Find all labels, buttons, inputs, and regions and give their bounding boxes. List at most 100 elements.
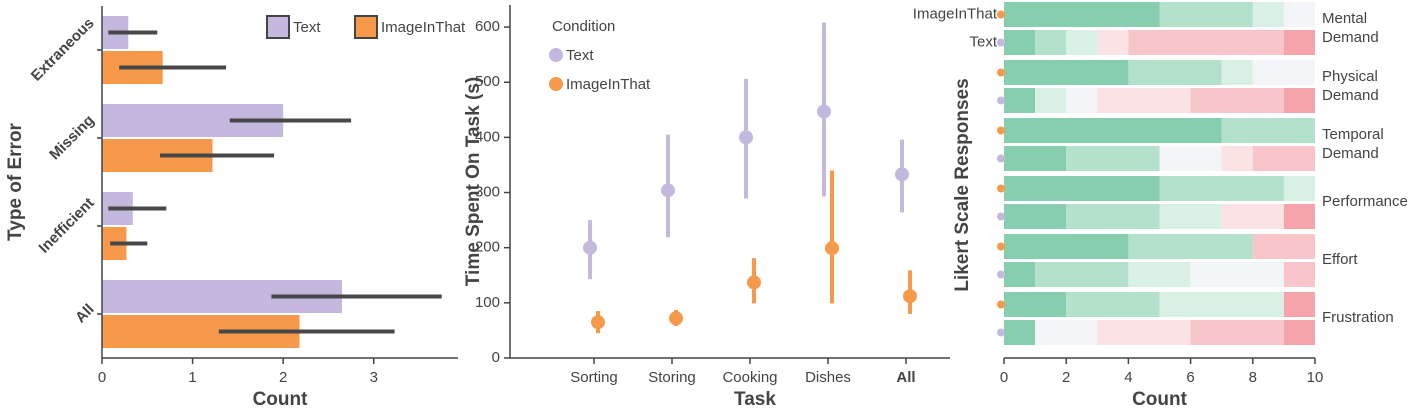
- group-label-box: Mental Demand: [1322, 9, 1379, 47]
- segment: [1128, 262, 1191, 287]
- segment: [1283, 2, 1315, 27]
- segment: [1004, 234, 1129, 259]
- x-tick-label: 0: [98, 369, 106, 386]
- legend-label: Text: [293, 19, 321, 36]
- legend-label: ImageInThat: [566, 76, 651, 93]
- segment: [1283, 292, 1315, 317]
- x-tick-label: 8: [1249, 369, 1257, 386]
- group-label: Frustration: [1322, 309, 1394, 327]
- y-tick-label: Extraneous: [28, 15, 98, 85]
- group-label: Physical Demand: [1322, 67, 1379, 105]
- segment: [1159, 176, 1284, 201]
- segment: [1283, 88, 1315, 113]
- point: [669, 311, 683, 326]
- y-tick-label: 300: [475, 184, 500, 201]
- row-marker: [997, 212, 1005, 221]
- segment: [1221, 204, 1284, 229]
- segment: [1283, 320, 1315, 345]
- row-label: Text: [969, 33, 997, 50]
- segment: [1004, 60, 1129, 85]
- point: [583, 240, 597, 255]
- legend-title: Condition: [552, 18, 615, 35]
- y-tick-label: 600: [475, 18, 500, 35]
- segment: [1097, 320, 1191, 345]
- segment: [1066, 292, 1160, 317]
- segment: [1004, 292, 1067, 317]
- segment: [1221, 146, 1253, 171]
- group-label: Temporal Demand: [1322, 125, 1384, 163]
- row-marker: [997, 154, 1005, 163]
- segment: [1221, 118, 1315, 143]
- segment: [1190, 262, 1284, 287]
- x-tick-label: 2: [279, 369, 287, 386]
- segment: [1128, 234, 1253, 259]
- segment: [1159, 292, 1284, 317]
- segment: [1159, 146, 1222, 171]
- group-label: Effort: [1322, 251, 1358, 269]
- segment: [1066, 88, 1098, 113]
- segment: [1004, 320, 1036, 345]
- segment: [1066, 204, 1160, 229]
- row-marker: [997, 126, 1005, 135]
- segment: [1221, 60, 1253, 85]
- segment: [1035, 320, 1098, 345]
- x-tick-label: Storing: [648, 369, 696, 386]
- x-axis-title: Count: [1132, 389, 1188, 410]
- segment: [1283, 262, 1315, 287]
- segment: [1190, 320, 1284, 345]
- y-tick-label: Inefficient: [36, 195, 98, 257]
- x-tick-label: 1: [188, 369, 196, 386]
- group-label-box: Temporal Demand: [1322, 125, 1384, 163]
- segment: [1159, 204, 1222, 229]
- segment: [1283, 30, 1315, 55]
- row-marker: [997, 242, 1005, 251]
- row-marker: [997, 300, 1005, 309]
- x-tick-label: Sorting: [570, 369, 618, 386]
- x-axis-title: Task: [734, 389, 776, 410]
- x-tick-label: 4: [1124, 369, 1132, 386]
- legend-label: Text: [566, 47, 594, 64]
- segment: [1252, 146, 1315, 171]
- group-label: Mental Demand: [1322, 9, 1379, 47]
- legend-marker: [549, 77, 563, 91]
- segment: [1066, 30, 1098, 55]
- point: [591, 315, 605, 330]
- segment: [1066, 146, 1160, 171]
- segment: [1004, 146, 1067, 171]
- y-tick-label: 100: [475, 294, 500, 311]
- segment: [1004, 88, 1036, 113]
- legend-swatch: [266, 15, 290, 39]
- row-marker: [997, 68, 1005, 77]
- point: [817, 104, 831, 119]
- y-axis-title: Type of Error: [5, 122, 26, 240]
- segment: [1252, 2, 1284, 27]
- segment: [1190, 88, 1284, 113]
- legend-swatch: [354, 15, 378, 39]
- segment: [1004, 118, 1222, 143]
- row-marker: [997, 184, 1005, 193]
- segment: [1035, 262, 1129, 287]
- segment: [1283, 176, 1315, 201]
- x-tick-label: 3: [370, 369, 378, 386]
- group-label-box: Physical Demand: [1322, 67, 1379, 105]
- group-label-box: Effort: [1322, 251, 1358, 269]
- x-tick-label: 2: [1062, 369, 1070, 386]
- point: [739, 130, 753, 145]
- x-tick-label: 6: [1186, 369, 1194, 386]
- legend-marker: [549, 48, 563, 62]
- y-axis-title: Time Spent On Task (s): [463, 77, 484, 286]
- x-tick-label: 0: [1000, 369, 1008, 386]
- x-tick-label: 10: [1307, 369, 1324, 386]
- segment: [1097, 30, 1129, 55]
- segment: [1004, 30, 1036, 55]
- row-marker: [997, 328, 1005, 337]
- segment: [1004, 204, 1067, 229]
- y-tick-label: Missing: [46, 112, 98, 164]
- x-tick-label: All: [896, 369, 915, 386]
- row-marker: [997, 10, 1005, 19]
- x-axis-title: Count: [253, 389, 309, 410]
- group-label-box: Frustration: [1322, 309, 1394, 327]
- segment: [1128, 60, 1222, 85]
- point: [661, 183, 675, 198]
- segment: [1097, 88, 1191, 113]
